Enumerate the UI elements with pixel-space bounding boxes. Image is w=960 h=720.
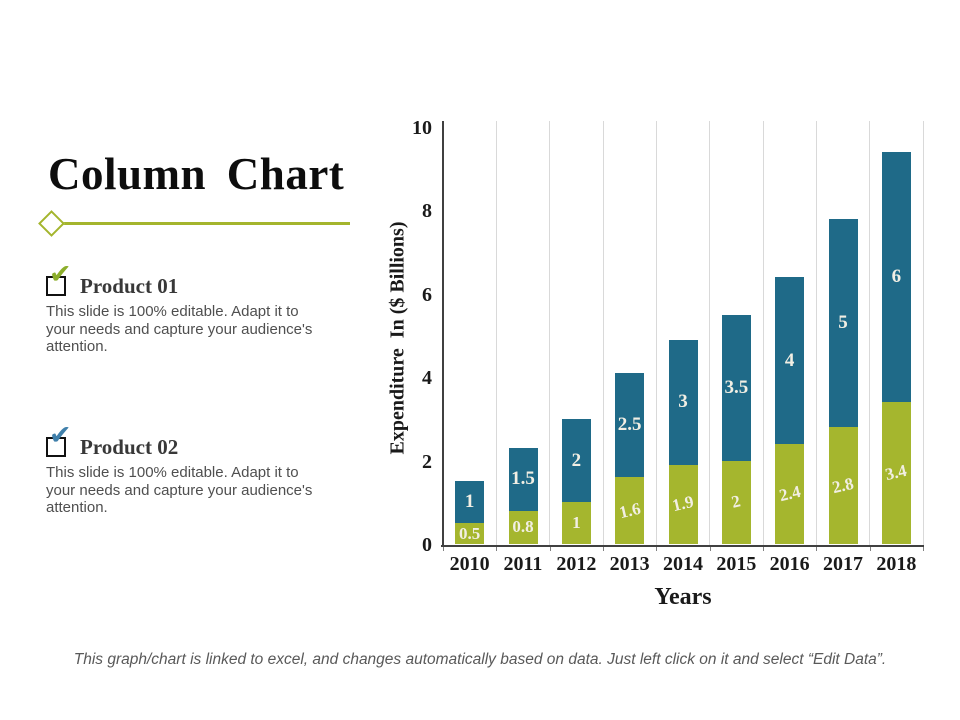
gridline xyxy=(495,121,497,545)
checkmark-icon: ✔ xyxy=(49,420,72,451)
product-02-label: Product 02 xyxy=(80,435,179,459)
bar-segment-product-02 xyxy=(455,481,485,524)
y-tick-label: 10 xyxy=(412,117,432,139)
axis-tick xyxy=(709,545,711,551)
gridline xyxy=(549,121,551,545)
axis-tick xyxy=(549,545,551,551)
axis-tick xyxy=(923,545,924,551)
bar-segment-product-02 xyxy=(721,314,751,461)
x-tick-label: 2017 xyxy=(822,553,863,575)
x-tick-label: 2014 xyxy=(662,553,703,575)
x-axis-line xyxy=(441,545,924,547)
bar-value-label: 2 xyxy=(571,449,582,471)
x-tick-label: 2010 xyxy=(449,553,490,575)
divider-line xyxy=(58,222,350,225)
bar-value-label: 3.5 xyxy=(724,376,749,398)
diamond-icon xyxy=(38,210,65,237)
bar-segment-product-01 xyxy=(508,510,538,544)
bar-value-label: 0.8 xyxy=(512,517,534,537)
gridline xyxy=(762,121,764,545)
bar-value-label: 1.5 xyxy=(511,468,535,490)
axis-tick xyxy=(763,545,764,551)
bar-segment-product-02 xyxy=(561,418,591,503)
x-tick-label: 2013 xyxy=(609,553,650,575)
bar-segment-product-02 xyxy=(881,152,911,403)
product-01-checkbox[interactable] xyxy=(46,276,66,296)
x-tick-label: 2015 xyxy=(716,553,757,575)
bar-value-label: 1 xyxy=(572,513,581,533)
checkmark-icon: ✔ xyxy=(49,259,72,290)
bar-value-label: 4 xyxy=(784,349,795,371)
gridline xyxy=(815,121,817,545)
bar-value-label: 6 xyxy=(891,266,902,288)
bar-value-label: 0.5 xyxy=(459,523,481,543)
bar-segment-product-01 xyxy=(455,523,485,544)
y-tick-label: 0 xyxy=(422,534,432,556)
bar-segment-product-02 xyxy=(775,277,805,444)
axis-tick xyxy=(603,545,604,551)
y-tick-label: 4 xyxy=(422,367,432,390)
axis-tick xyxy=(496,545,498,551)
bar-segment-product-01 xyxy=(775,443,805,544)
x-tick-label: 2011 xyxy=(503,553,543,575)
x-tick-label: 2012 xyxy=(556,553,597,575)
bar-value-label: 1 xyxy=(464,491,475,513)
x-axis-title: Years xyxy=(654,584,712,610)
product-01-block: ✔ Product 01 This slide is 100% editable… xyxy=(46,261,346,394)
gridline xyxy=(922,121,924,545)
gridline xyxy=(655,121,657,545)
product-01-description: This slide is 100% editable. Adapt it to… xyxy=(46,303,313,355)
bar-value-label: 5 xyxy=(838,311,848,333)
y-tick-label: 8 xyxy=(422,200,432,223)
bar-segment-product-02 xyxy=(828,218,858,428)
y-tick-label: 2 xyxy=(422,450,432,473)
x-tick-label: 2016 xyxy=(769,553,810,575)
product-02-description: This slide is 100% editable. Adapt it to… xyxy=(46,464,313,516)
bar-segment-product-01 xyxy=(881,402,911,544)
axis-tick xyxy=(816,545,818,551)
product-02-block: ✔ Product 02 This slide is 100% editable… xyxy=(46,422,346,555)
bar-segment-product-01 xyxy=(828,427,858,544)
slide-caption: This graph/chart is linked to excel, and… xyxy=(73,651,887,668)
gridline xyxy=(602,121,604,545)
gridline xyxy=(869,121,871,545)
product-01-label: Product 01 xyxy=(80,274,179,298)
bar-segment-product-02 xyxy=(508,448,538,511)
bar-value-label: 3 xyxy=(678,391,688,413)
axis-tick xyxy=(443,545,444,551)
bar-segment-product-01 xyxy=(615,477,645,544)
bar-value-label: 2.5 xyxy=(617,414,642,436)
bar-segment-product-01 xyxy=(721,460,751,544)
axis-tick xyxy=(869,545,871,551)
y-axis-line xyxy=(441,121,444,547)
axis-tick xyxy=(656,545,658,551)
product-02-checkbox[interactable] xyxy=(46,437,66,457)
x-tick-label: 2018 xyxy=(876,553,917,575)
gridline xyxy=(709,121,711,545)
page-title: Column Chart xyxy=(48,149,345,199)
bar-segment-product-01 xyxy=(668,464,698,544)
bar-segment-product-02 xyxy=(615,373,645,478)
bar-segment-product-01 xyxy=(561,502,591,544)
y-tick-label: 6 xyxy=(422,283,432,306)
bar-segment-product-02 xyxy=(668,339,698,465)
